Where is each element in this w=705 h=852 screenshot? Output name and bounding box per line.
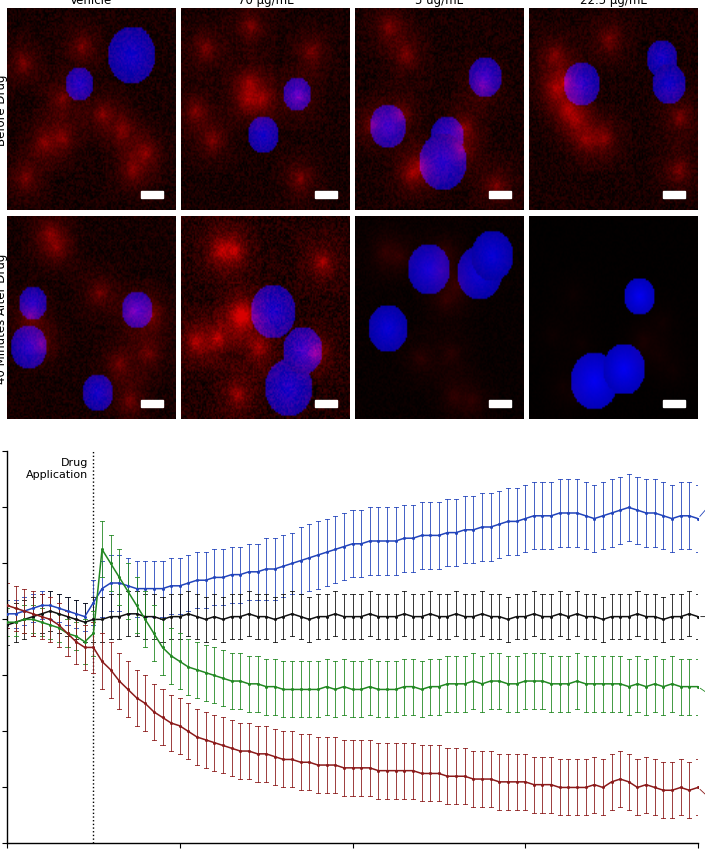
Bar [489, 192, 510, 199]
Title: Oligomycin
5 ug/mL: Oligomycin 5 ug/mL [406, 0, 472, 8]
Y-axis label: Before Drug: Before Drug [0, 74, 8, 146]
Title: Vehicle: Vehicle [70, 0, 113, 8]
Y-axis label: 40 Minutes After Drug: 40 Minutes After Drug [0, 253, 8, 383]
Bar [663, 400, 685, 407]
Bar [315, 400, 336, 407]
Bar [663, 192, 685, 199]
Bar [489, 400, 510, 407]
Bar [142, 400, 163, 407]
Text: Drug
Application: Drug Application [26, 458, 88, 479]
Bar [142, 192, 163, 199]
Bar [315, 192, 336, 199]
Title: CBZ-10-11 epoxide
70 μg/mL: CBZ-10-11 epoxide 70 μg/mL [209, 0, 322, 8]
Title: Antimycin A
22.5 μg/mL: Antimycin A 22.5 μg/mL [578, 0, 649, 8]
